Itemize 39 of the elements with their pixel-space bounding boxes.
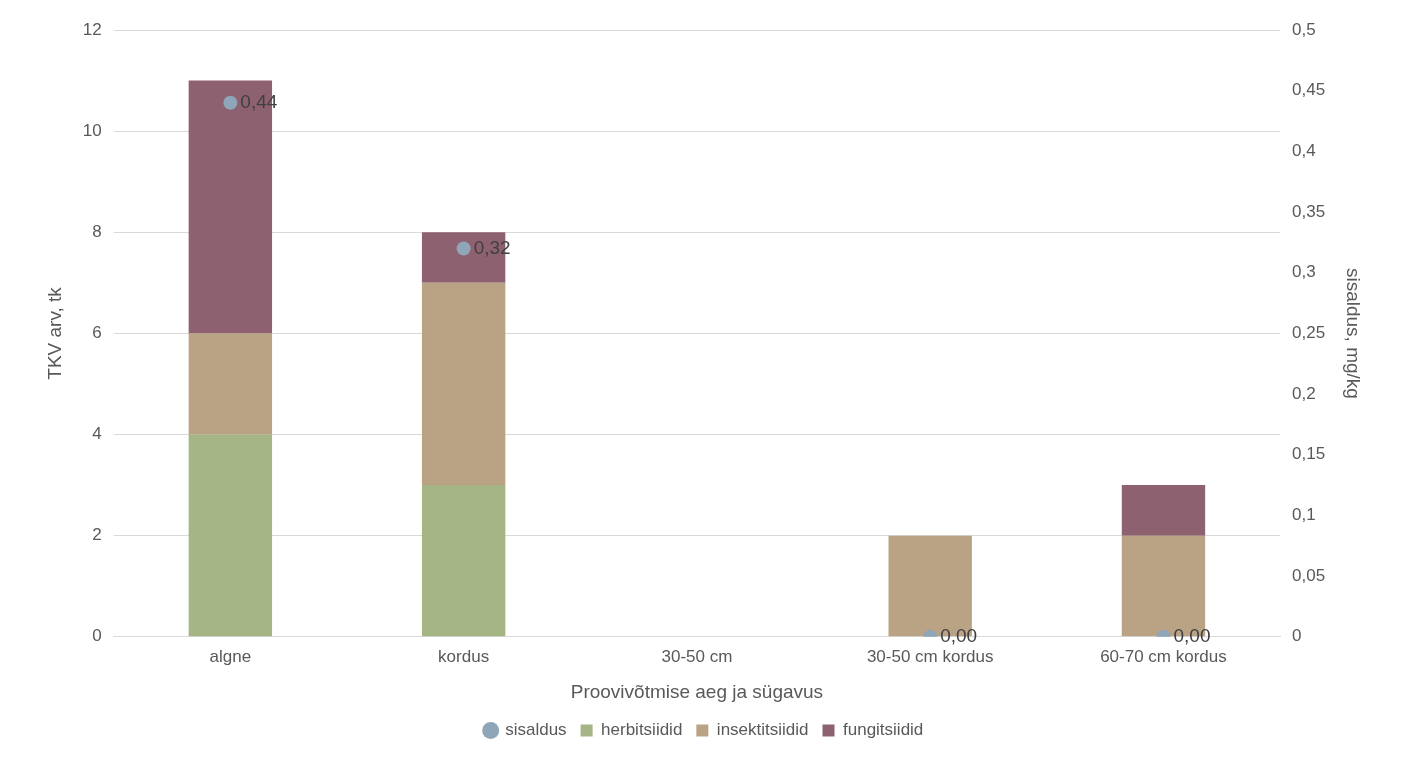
y2-tick-label: 0,1 — [1292, 505, 1316, 525]
y2-tick-label: 0 — [1292, 626, 1302, 646]
point — [223, 95, 238, 110]
y2-tick-label: 0,25 — [1292, 323, 1326, 343]
x-tick-label: 30-50 cm — [661, 646, 733, 666]
y-tick-label: 6 — [92, 323, 102, 343]
y2-tick-label: 0,3 — [1292, 262, 1316, 282]
bar — [188, 434, 273, 637]
legend-label: fungitsiidid — [843, 720, 924, 740]
x-tick-label: algne — [209, 646, 252, 666]
legend-label: herbitsiidid — [601, 720, 683, 740]
y2-tick-label: 0,45 — [1292, 80, 1326, 100]
bar — [1121, 485, 1206, 536]
y2-axis-title: sisaldus, mg/kg — [1343, 267, 1365, 399]
y-tick-label: 4 — [92, 424, 102, 444]
y-axis-title: TKV arv, tk — [43, 286, 65, 380]
y-tick-label: 10 — [82, 120, 102, 140]
bar — [421, 485, 506, 637]
data-label: 0,00 — [1173, 625, 1211, 647]
bar — [188, 333, 273, 435]
x-tick-label: 60-70 cm kordus — [1100, 646, 1227, 666]
y2-tick-label: 0,05 — [1292, 565, 1326, 585]
y-tick-label: 2 — [92, 525, 102, 545]
y-tick-label: 8 — [92, 221, 102, 241]
data-label: 0,00 — [940, 625, 978, 647]
x-tick-label: 30-50 cm kordus — [866, 646, 994, 666]
y2-tick-label: 0,35 — [1292, 201, 1326, 221]
y2-tick-label: 0,2 — [1292, 383, 1316, 403]
y2-tick-label: 0,4 — [1292, 141, 1316, 161]
y-tick-label: 0 — [92, 626, 102, 646]
bar — [421, 282, 506, 486]
legend-label: insektitsiidid — [716, 720, 809, 740]
y-tick-label: 12 — [82, 19, 102, 39]
x-axis-title: Proovivõtmise aeg ja sügavus — [570, 680, 824, 702]
y2-tick-label: 0,5 — [1292, 19, 1316, 39]
point — [456, 241, 471, 256]
legend-label: sisaldus — [505, 720, 567, 740]
x-tick-label: kordus — [438, 646, 490, 666]
y2-tick-label: 0,15 — [1292, 444, 1326, 464]
